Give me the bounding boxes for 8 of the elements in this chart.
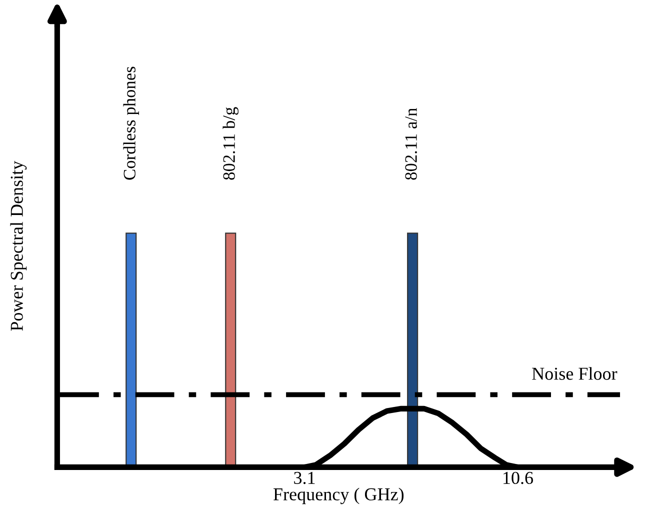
text: Cordless phones: [123, 66, 139, 180]
x-tick-label: 10.6: [504, 472, 534, 484]
text: 802.11 a/n: [405, 108, 417, 180]
x-tick-label: 3.1: [294, 472, 315, 484]
x-axis-title: Frequency ( GHz): [273, 488, 404, 504]
ref-line-label: Noise Floor: [532, 367, 618, 380]
y-axis-title: Power Spectral Density: [10, 160, 27, 331]
text: 802.11 b/g: [222, 107, 239, 180]
